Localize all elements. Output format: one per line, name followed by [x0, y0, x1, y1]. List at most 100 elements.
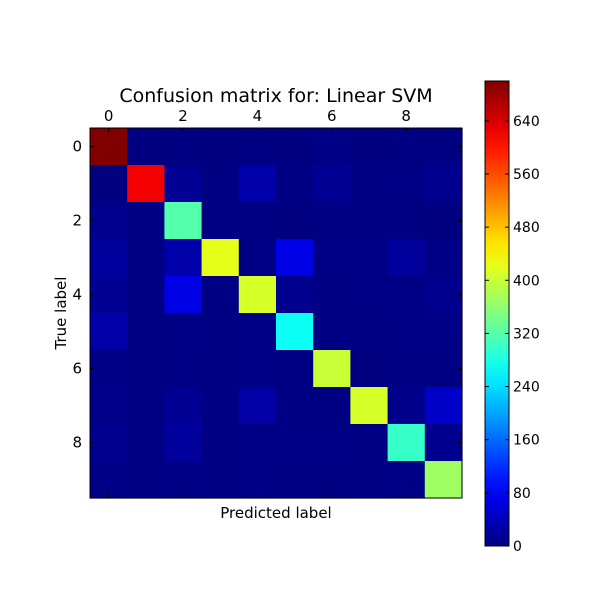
heatmap-cell [313, 313, 351, 351]
heatmap-cell [201, 387, 240, 425]
heatmap-cell [127, 202, 165, 240]
heatmap-cell [387, 424, 426, 462]
heatmap-cell [387, 313, 426, 351]
heatmap-cell [313, 202, 351, 240]
heatmap-cell [424, 276, 463, 314]
heatmap-cell [313, 276, 351, 314]
heatmap-cell [313, 387, 351, 425]
heatmap-cell [238, 313, 277, 351]
heatmap-cell [238, 239, 277, 277]
heatmap-cell [238, 387, 277, 425]
y-tick-label: 6 [72, 360, 82, 378]
heatmap-cell [127, 276, 165, 314]
heatmap-cell [164, 424, 203, 462]
colorbar-tick-label: 160 [513, 433, 540, 449]
plot-frame [89, 127, 463, 499]
heatmap-cell [201, 313, 240, 351]
colorbar-tick-label: 80 [513, 486, 531, 502]
heatmap-cell [350, 202, 389, 240]
heatmap-cell [201, 239, 240, 277]
heatmap-cell [350, 276, 389, 314]
x-tick-label: 2 [178, 107, 188, 125]
colorbar [485, 81, 509, 546]
heatmap-cell [276, 387, 314, 425]
heatmap-cell [164, 387, 203, 425]
heatmap-cell [90, 313, 128, 351]
colorbar-tick-label: 0 [513, 539, 522, 555]
heatmap-cell [90, 276, 128, 314]
heatmap-cell [201, 461, 240, 499]
x-tick-label: 0 [104, 107, 114, 125]
heatmap-cell [276, 239, 314, 277]
heatmap-cell [313, 239, 351, 277]
colorbar-tick-label: 400 [513, 273, 540, 289]
heatmap-cell [201, 202, 240, 240]
y-axis-label: True label [52, 277, 70, 351]
colorbar-tick-label: 480 [513, 220, 540, 236]
heatmap-cell [238, 461, 277, 499]
heatmap-cells [90, 128, 463, 499]
heatmap-cell [276, 128, 314, 166]
x-tick-label: 4 [253, 107, 263, 125]
heatmap-cell [238, 128, 277, 166]
heatmap-cell [90, 128, 128, 166]
heatmap-cell [276, 350, 314, 388]
colorbar-tick-label: 320 [513, 326, 540, 342]
heatmap-cell [164, 239, 203, 277]
heatmap-cell [90, 239, 128, 277]
x-tick-label: 8 [401, 107, 411, 125]
heatmap-cell [127, 313, 165, 351]
heatmap-cell [350, 165, 389, 203]
heatmap-cell [276, 165, 314, 203]
heatmap-cell [127, 461, 165, 499]
heatmap-cell [387, 165, 426, 203]
heatmap-cell [164, 202, 203, 240]
heatmap-cell [276, 276, 314, 314]
heatmap-cell [90, 387, 128, 425]
x-tick-label: 6 [327, 107, 337, 125]
heatmap-cell [164, 276, 203, 314]
y-tick-label: 2 [72, 212, 82, 230]
heatmap-cell [127, 239, 165, 277]
heatmap-cell [90, 165, 128, 203]
heatmap-cell [276, 424, 314, 462]
heatmap-cell [387, 461, 426, 499]
heatmap-cell [201, 424, 240, 462]
heatmap-cell [238, 202, 277, 240]
heatmap-cell [387, 128, 426, 166]
heatmap-cell [387, 276, 426, 314]
heatmap-cell [164, 165, 203, 203]
heatmap-cell [350, 128, 389, 166]
axis-ticks: 0 2 4 6 8 0 2 4 6 8 [72, 107, 462, 498]
y-tick-label: 8 [72, 434, 82, 452]
x-axis-label: Predicted label [220, 504, 331, 522]
heatmap-cell [276, 461, 314, 499]
heatmap-cell [387, 387, 426, 425]
heatmap-cell [127, 128, 165, 166]
y-tick-label: 0 [72, 138, 82, 156]
heatmap-cell [387, 239, 426, 277]
heatmap-cell [201, 350, 240, 388]
heatmap-cell [350, 461, 389, 499]
heatmap-cell [424, 461, 463, 499]
heatmap-cell [350, 387, 389, 425]
heatmap-cell [350, 313, 389, 351]
heatmap-cell [90, 350, 128, 388]
heatmap-cell [424, 424, 463, 462]
colorbar-tick-label: 240 [513, 380, 540, 396]
heatmap-cell [350, 350, 389, 388]
heatmap-cell [350, 239, 389, 277]
heatmap-cell [164, 350, 203, 388]
heatmap-cell [424, 350, 463, 388]
heatmap-cell [90, 461, 128, 499]
heatmap-cell [90, 424, 128, 462]
heatmap-cell [313, 461, 351, 499]
colorbar-tick-label: 640 [513, 114, 540, 130]
heatmap-cell [424, 313, 463, 351]
chart-title: Confusion matrix for: Linear SVM [119, 85, 432, 107]
heatmap-cell [238, 424, 277, 462]
heatmap-cell [276, 202, 314, 240]
heatmap-cell [424, 128, 463, 166]
heatmap-cell [164, 461, 203, 499]
